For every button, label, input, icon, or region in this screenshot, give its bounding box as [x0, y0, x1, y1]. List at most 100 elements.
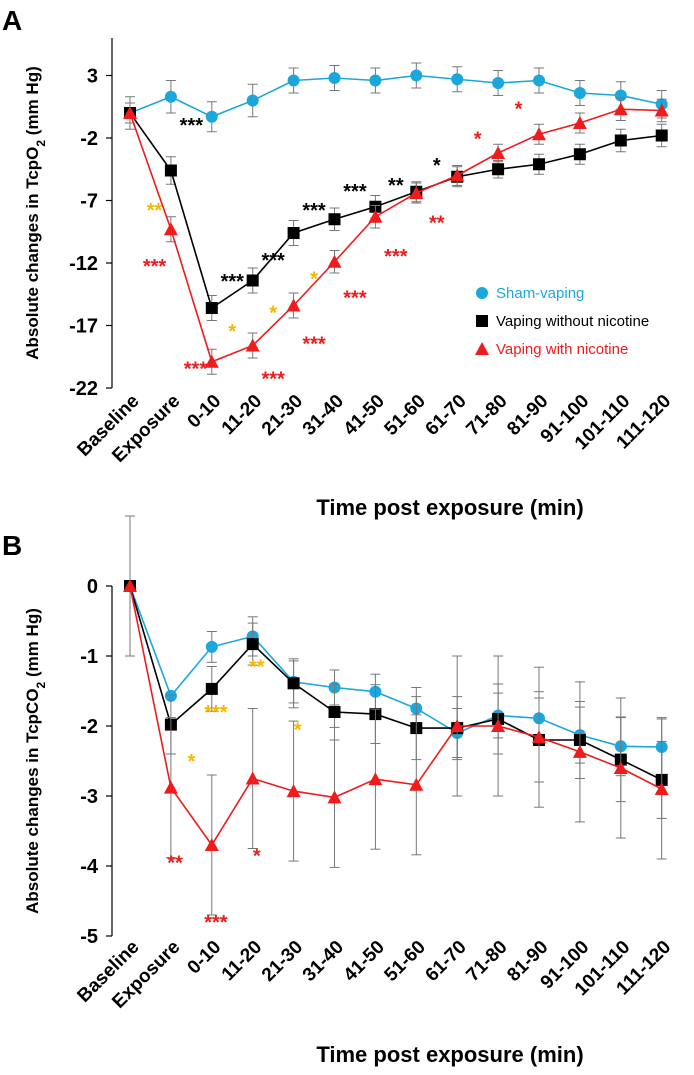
data-point — [532, 127, 546, 141]
significance-label: *** — [302, 334, 326, 356]
legend-label: Sham-vaping — [496, 285, 584, 302]
x-tick-label: 21-30 — [258, 937, 307, 986]
x-tick-label: 31-40 — [299, 391, 348, 440]
data-point — [164, 164, 177, 177]
data-point — [450, 719, 465, 732]
data-point — [655, 129, 668, 142]
data-point — [368, 772, 383, 786]
series-sham-vaping — [124, 580, 668, 777]
data-point — [491, 719, 506, 732]
data-point — [163, 222, 178, 236]
data-point — [246, 638, 259, 651]
data-point — [246, 274, 259, 287]
x-tick-label: 41-50 — [340, 937, 389, 986]
data-point — [450, 168, 465, 182]
data-point — [654, 103, 669, 117]
y-axis-label-unit: (mm Hg) — [23, 608, 42, 682]
data-point — [205, 302, 218, 314]
data-point — [163, 780, 178, 794]
series-vaping-without-nicotine — [124, 102, 668, 321]
significance-label: *** — [343, 287, 367, 309]
y-tick-label: -2 — [80, 128, 98, 150]
significance-label: ** — [429, 212, 445, 234]
legend-marker — [476, 287, 488, 299]
x-tick-label: 11-20 — [218, 391, 266, 439]
data-point — [328, 706, 341, 718]
significance-label: *** — [302, 200, 326, 222]
series-line — [129, 585, 663, 781]
series-line — [129, 585, 662, 748]
x-tick-label: 11-20 — [218, 937, 266, 985]
series-line — [129, 108, 662, 363]
significance-label: *** — [261, 250, 285, 272]
y-tick-label: -4 — [80, 856, 99, 878]
legend-marker — [475, 342, 489, 355]
data-point — [205, 682, 218, 695]
x-tick-label: 41-50 — [340, 391, 389, 440]
data-point — [409, 777, 424, 791]
legend-label: Vaping without nicotine — [496, 313, 649, 330]
significance-label: ** — [249, 657, 265, 679]
data-point — [245, 338, 260, 352]
significance-label: *** — [143, 256, 167, 278]
y-tick-label: -5 — [80, 926, 98, 948]
x-tick-label: 51-60 — [381, 937, 430, 986]
significance-label: * — [228, 321, 236, 343]
significance-label: * — [433, 155, 441, 177]
x-tick-label: 61-70 — [422, 391, 471, 440]
y-axis-label-main: Absolute changes in TcpO — [23, 147, 42, 360]
x-tick-label: 71-80 — [462, 391, 511, 440]
y-axis-label-unit: (mm Hg) — [23, 66, 42, 140]
data-point — [368, 209, 383, 223]
significance-label: *** — [261, 369, 285, 391]
y-tick-label: -2 — [80, 716, 98, 738]
data-point — [572, 744, 587, 758]
significance-label: ** — [388, 175, 404, 197]
data-point — [613, 102, 628, 116]
significance-label: *** — [343, 181, 367, 203]
data-point — [327, 790, 342, 804]
significance-label: * — [515, 99, 523, 121]
y-tick-label: -17 — [69, 316, 98, 338]
data-point — [532, 730, 546, 744]
series-sham-vaping — [124, 62, 668, 133]
series-line — [129, 112, 662, 310]
data-point — [287, 227, 300, 239]
data-point — [286, 298, 301, 312]
data-point — [409, 186, 424, 199]
y-tick-label: -12 — [69, 253, 98, 275]
significance-label: *** — [204, 702, 228, 724]
significance-label: * — [253, 846, 261, 868]
x-tick-label: 21-30 — [258, 391, 307, 440]
series-line — [129, 585, 663, 847]
significance-label: * — [310, 269, 318, 291]
legend-marker — [476, 315, 488, 327]
data-point — [533, 74, 545, 87]
data-point — [327, 254, 342, 268]
x-axis-title: Time post exposure (min) — [316, 495, 583, 520]
series-line — [129, 74, 662, 118]
x-tick-label: 31-40 — [299, 937, 348, 986]
data-point — [492, 77, 505, 89]
chart-panel-b: B 0 -1 -2 -3 -4 -5 Absolute changes in TcpCO2 (… — [2, 515, 675, 1067]
significance-label: ** — [167, 853, 183, 875]
y-tick-label: 3 — [87, 66, 98, 88]
data-point — [573, 148, 586, 161]
y-tick-label: -3 — [80, 786, 98, 808]
data-point — [492, 163, 505, 176]
significance-label: *** — [204, 912, 228, 934]
data-point — [204, 354, 219, 368]
series-vaping-with-nicotine — [123, 97, 669, 375]
y-axis-label-sub: 2 — [34, 140, 48, 147]
data-point — [573, 87, 586, 99]
data-point — [328, 72, 341, 84]
data-point — [245, 771, 260, 785]
data-point — [654, 782, 669, 795]
data-point — [287, 677, 300, 690]
data-point — [205, 640, 218, 653]
x-axis-title: Time post exposure (min) — [316, 1042, 583, 1067]
significance-label: *** — [184, 359, 208, 381]
series-vaping-with-nicotine — [123, 515, 669, 916]
legend: Sham-vaping Vaping without nicotine Vaping… — [475, 285, 649, 358]
panel-letter: A — [2, 5, 22, 36]
